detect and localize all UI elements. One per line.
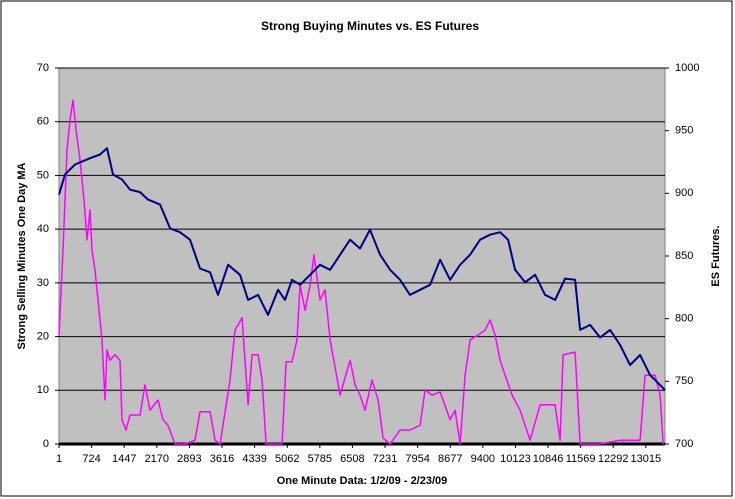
y2-tick-label: 900: [675, 187, 693, 199]
y-tick-label: 10: [37, 384, 49, 396]
y-tick-label: 70: [37, 62, 49, 74]
x-tick-label: 2893: [177, 453, 201, 465]
x-tick-label: 1447: [112, 453, 136, 465]
y2-tick-label: 950: [675, 125, 693, 137]
x-tick-label: 4339: [242, 453, 266, 465]
y-axis-label: Strong Selling Minutes One Day MA: [16, 162, 28, 349]
x-tick-label: 3616: [210, 453, 234, 465]
x-tick-label: 10846: [533, 453, 564, 465]
x-tick-label: 5785: [308, 453, 332, 465]
y-tick-label: 60: [37, 116, 49, 128]
x-tick-label: 11569: [566, 453, 596, 465]
series-line: [58, 147, 666, 391]
y-tick-label: 0: [43, 438, 49, 450]
y2-tick-label: 1000: [675, 62, 699, 74]
x-tick-label: 13015: [631, 453, 662, 465]
y-tick-label: 30: [37, 277, 49, 289]
x-axis-label: One Minute Data: 1/2/09 - 2/23/09: [277, 475, 448, 487]
x-tick-label: 12292: [598, 453, 629, 465]
x-tick-label: 1: [56, 453, 62, 465]
y-tick-label: 40: [37, 223, 49, 235]
y-tick-label: 50: [37, 169, 49, 181]
x-tick-label: 10123: [500, 453, 531, 465]
x-tick-label: 2170: [145, 453, 169, 465]
y2-tick-label: 700: [675, 438, 693, 450]
x-tick-label: 9400: [471, 453, 495, 465]
x-tick-label: 8677: [438, 453, 462, 465]
y2-tick-label: 800: [675, 313, 693, 325]
y2-tick-label: 750: [675, 375, 693, 387]
series-line: [58, 99, 664, 445]
chart-title: Strong Buying Minutes vs. ES Futures: [261, 19, 479, 33]
plot-area: [58, 67, 666, 445]
x-tick-label: 6508: [340, 453, 364, 465]
y2-axis-label: ES Futures.: [710, 225, 722, 286]
x-tick-label: 7954: [405, 453, 429, 465]
x-tick-label: 7231: [373, 453, 397, 465]
x-tick-label: 724: [82, 453, 100, 465]
y2-tick-label: 850: [675, 250, 693, 262]
x-tick-label: 5062: [275, 453, 299, 465]
y-tick-label: 20: [37, 330, 49, 342]
